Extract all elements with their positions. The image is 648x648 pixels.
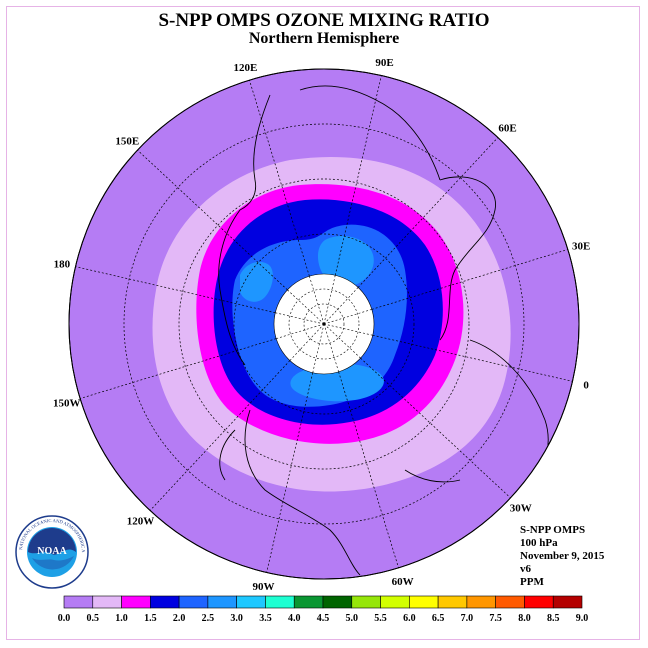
colorbar-swatch — [409, 595, 439, 609]
longitude-label: 150W — [53, 398, 81, 410]
pole-latitude-circle — [288, 288, 360, 360]
colorbar-tick-label: 7.0 — [461, 613, 474, 624]
colorbar-tick-label: 7.5 — [489, 613, 502, 624]
colorbar-swatch — [178, 595, 209, 609]
colorbar-tick-label: 5.0 — [346, 613, 359, 624]
colorbar-tick-label: 4.0 — [288, 613, 301, 624]
latitude-circle — [123, 123, 525, 525]
pole-meridian-line — [323, 323, 339, 372]
longitude-label: 0 — [583, 380, 589, 392]
ozone-band-2-5 — [317, 236, 374, 287]
colorbar-swatch — [466, 595, 496, 609]
colorbar-tick-label: 0.5 — [87, 613, 100, 624]
graticule — [75, 75, 573, 573]
colorbar-swatch — [495, 595, 525, 609]
pole-meridian-line — [276, 323, 325, 339]
colorbar-tick-label: 9.0 — [576, 613, 589, 624]
colorbar-swatch — [322, 595, 353, 609]
colorbar-tick-label: 1.5 — [144, 613, 157, 624]
noaa-logo: NOAA NATIONAL OCEANIC AND ATMOSPHERIC AD… — [14, 514, 89, 589]
longitude-labels: 90E 60E 30E 0 30W 60W 90W 120W 150W 180 150E 120E — [53, 57, 590, 593]
latitude-circle — [233, 233, 415, 415]
colorbar-swatch — [437, 595, 468, 609]
colorbar-swatch — [150, 595, 180, 609]
map-title: S-NPP OMPS OZONE MIXING RATIO — [158, 10, 490, 31]
info-level: 100 hPa — [520, 537, 558, 549]
longitude-label: 120E — [233, 62, 257, 74]
colorbar-tick-label: 2.5 — [202, 613, 215, 624]
info-instrument: S-NPP OMPS — [520, 524, 586, 536]
colorbar-swatches — [63, 595, 583, 609]
pole-meridian-line — [323, 275, 336, 325]
colorbar-swatch — [351, 595, 381, 609]
pole-meridian-line — [287, 289, 325, 325]
colorbar-swatch — [265, 595, 295, 609]
pole-meridian-line — [289, 323, 325, 361]
colorbar-tick-label: 6.5 — [432, 613, 445, 624]
colorbar-tick-label: 8.5 — [547, 613, 560, 624]
longitude-label: 90E — [375, 57, 393, 69]
info-panel: S-NPP OMPS 100 hPa November 9, 2015 v6 P… — [520, 524, 604, 589]
colorbar-tick-label: 6.0 — [403, 613, 416, 624]
colorbar-tick-label: 5.5 — [374, 613, 387, 624]
longitude-label: 90W — [253, 581, 275, 593]
colorbar: 0.0 0.5 1.0 1.5 2.0 2.5 3.0 3.5 4.0 4.5 5.0 5.5 6.0 6… — [58, 595, 589, 624]
pole-meridian-line — [323, 323, 361, 359]
ozone-band-2-5 — [240, 261, 273, 302]
pole-meridian-line — [323, 323, 373, 336]
colorbar-swatch — [293, 595, 324, 609]
colorbar-swatch — [524, 595, 554, 609]
pole-meridian-line — [323, 309, 372, 325]
pole-graticule — [275, 275, 373, 373]
longitude-label: 120W — [127, 516, 155, 528]
colorbar-swatch — [207, 595, 237, 609]
info-version: v6 — [520, 563, 531, 575]
colorbar-swatch — [380, 595, 410, 609]
longitude-label: 150E — [115, 136, 139, 148]
colorbar-ticks: 0.0 0.5 1.0 1.5 2.0 2.5 3.0 3.5 4.0 4.5 5.0 5.5 6.0 6… — [58, 613, 589, 624]
colorbar-tick-label: 4.5 — [317, 613, 330, 624]
pole-meridian-line — [312, 323, 325, 373]
map-disc-outline — [68, 68, 580, 580]
colorbar-tick-label: 3.5 — [259, 613, 272, 624]
colorbar-tick-label: 1.0 — [115, 613, 128, 624]
longitude-label: 60W — [392, 576, 414, 588]
latitude-circle — [178, 178, 470, 470]
colorbar-swatch — [236, 595, 266, 609]
longitude-label: 180 — [54, 259, 71, 271]
info-date: November 9, 2015 — [520, 550, 605, 562]
colorbar-tick-label: 8.0 — [518, 613, 531, 624]
pole-meridian-line — [275, 312, 325, 325]
colorbar-swatch — [63, 595, 94, 609]
longitude-label: 30E — [572, 240, 590, 252]
colorbar-tick-label: 0.0 — [58, 613, 71, 624]
longitude-label: 30W — [510, 503, 532, 515]
colorbar-tick-label: 2.0 — [173, 613, 186, 624]
colorbar-swatch — [121, 595, 151, 609]
figure-frame — [6, 6, 640, 640]
pole-meridian-line — [323, 287, 359, 325]
noaa-logo-text: NOAA — [37, 546, 67, 557]
pole-latitude-circle — [303, 303, 345, 345]
colorbar-swatch — [552, 595, 583, 609]
info-units: PPM — [520, 576, 544, 588]
colorbar-tick-label: 3.0 — [230, 613, 243, 624]
longitude-label: 60E — [498, 122, 516, 134]
colorbar-swatch — [92, 595, 122, 609]
pole-meridian-line — [309, 276, 325, 325]
map-subtitle: Northern Hemisphere — [248, 30, 400, 47]
